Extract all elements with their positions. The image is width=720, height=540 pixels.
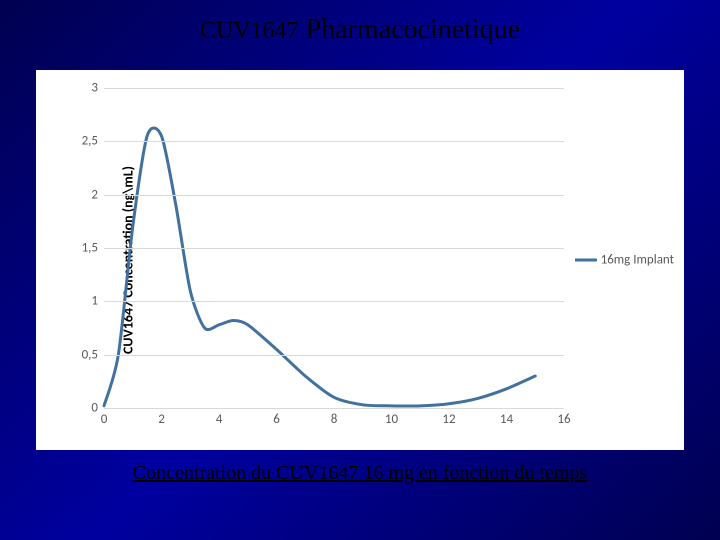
caption: Concentration du CUV1647 16 mg en foncti… <box>0 462 720 485</box>
plot-area: 00,511,522,530246810121416 <box>104 88 564 408</box>
legend: 16mg Implant <box>575 253 674 268</box>
xtick-label: 6 <box>273 412 280 427</box>
ytick-label: 0 <box>91 401 98 416</box>
ytick-label: 1,5 <box>82 241 98 256</box>
series-line <box>104 128 535 406</box>
ytick-label: 1 <box>91 294 98 309</box>
title-part2: Pharmacocinetique <box>306 14 521 45</box>
gridline <box>104 355 564 356</box>
gridline <box>104 408 564 409</box>
gridline <box>104 301 564 302</box>
ytick-label: 2,5 <box>82 134 98 149</box>
xtick-label: 2 <box>158 412 165 427</box>
legend-swatch <box>575 259 597 262</box>
slide-title: CUV1647 Pharmacocinetique <box>0 0 720 46</box>
ytick-label: 2 <box>91 187 98 202</box>
xtick-label: 14 <box>500 412 513 427</box>
ytick-label: 3 <box>91 81 98 96</box>
xtick-label: 16 <box>557 412 570 427</box>
title-part1: CUV1647 <box>200 18 299 44</box>
xtick-label: 10 <box>385 412 398 427</box>
gridline <box>104 141 564 142</box>
xtick-label: 4 <box>216 412 223 427</box>
xtick-label: 8 <box>331 412 338 427</box>
ytick-label: 0,5 <box>82 347 98 362</box>
gridline <box>104 88 564 89</box>
legend-label: 16mg Implant <box>601 253 674 268</box>
gridline <box>104 248 564 249</box>
chart-container: CUV1647 Concentration (ng\mL) 00,511,522… <box>36 70 684 450</box>
xtick-label: 12 <box>442 412 455 427</box>
gridline <box>104 195 564 196</box>
xtick-label: 0 <box>101 412 108 427</box>
